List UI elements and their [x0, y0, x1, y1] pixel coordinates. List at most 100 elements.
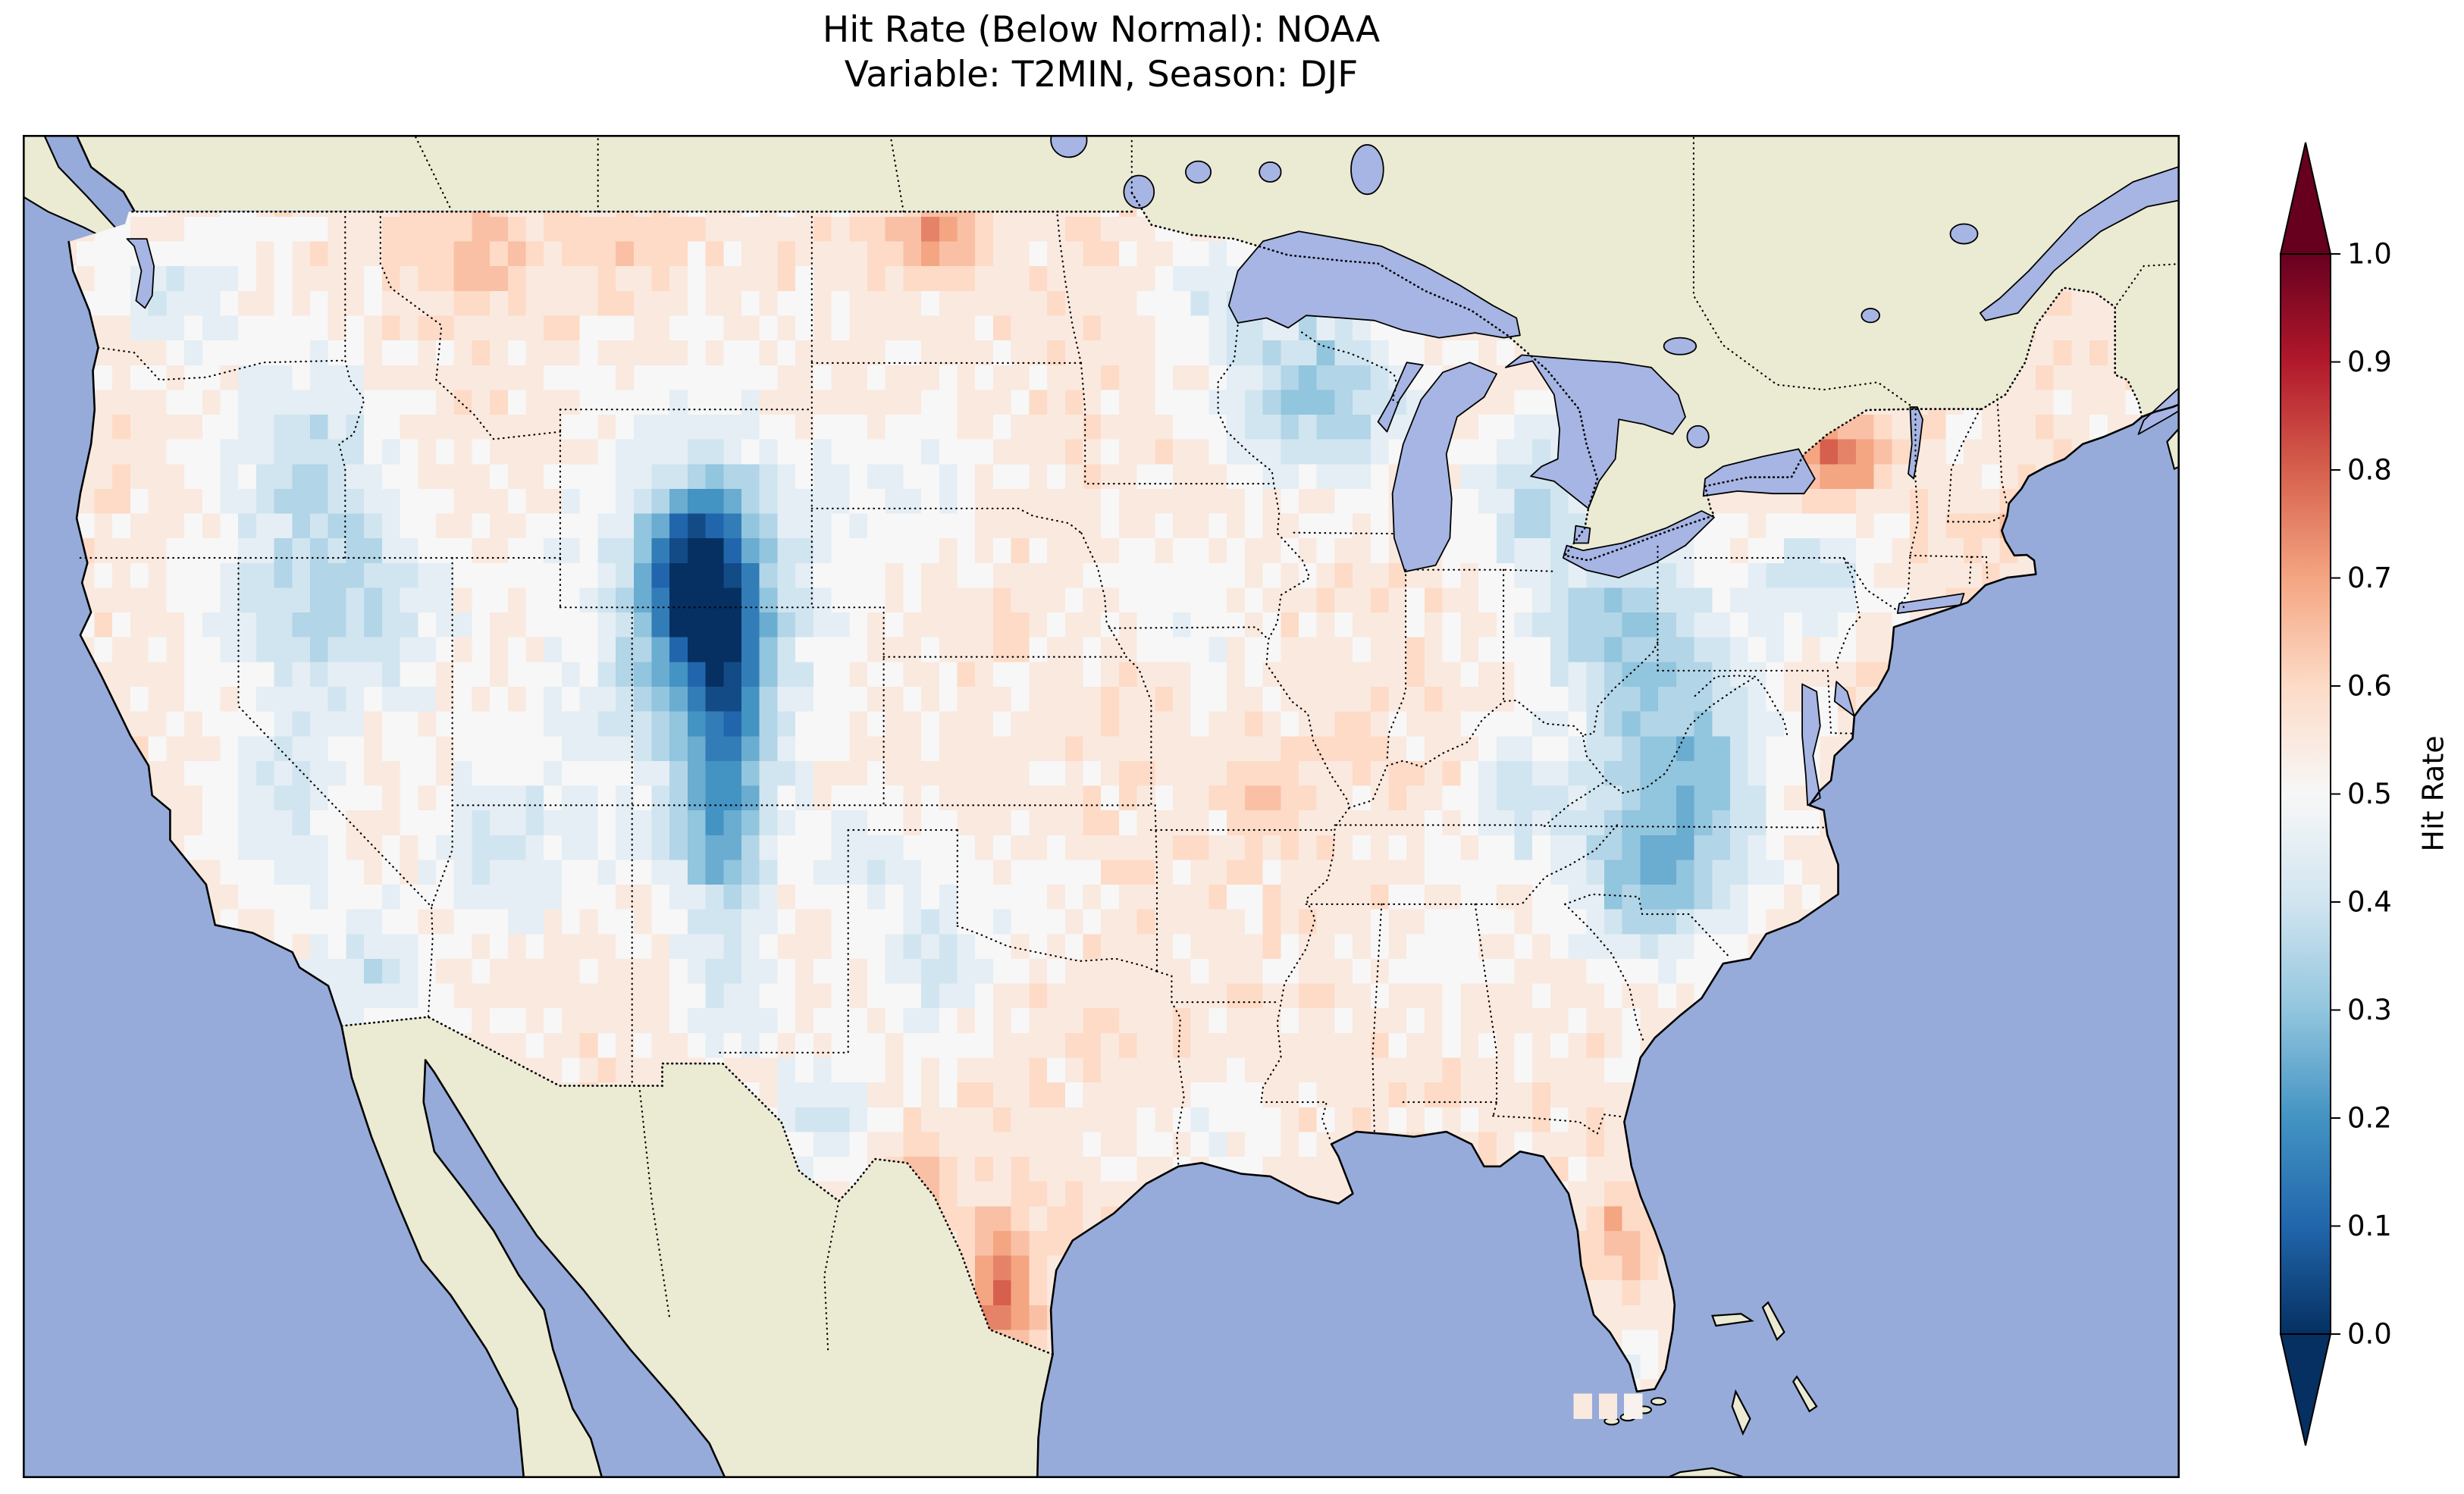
state-border-line — [1386, 568, 1407, 762]
state-border-line — [379, 211, 561, 440]
state-border-line — [431, 556, 453, 908]
heatmap-cell — [1598, 1393, 1618, 1419]
island — [1664, 1467, 1748, 1478]
state-border-line — [1985, 556, 1989, 579]
state-border-line — [1080, 532, 1127, 658]
state-border-line — [1416, 568, 1553, 572]
state-border-line — [1605, 675, 1757, 794]
island — [1761, 1301, 1785, 1342]
lake-superior — [1227, 230, 1521, 339]
figure-title-line2: Variable: T2MIN, Season: DJF — [844, 54, 1359, 96]
small-lake — [1686, 424, 1710, 449]
figure-title-line1: Hit Rate (Below Normal): NOAA — [822, 9, 1381, 51]
colorbar-tick-label: 0.3 — [2347, 994, 2392, 1026]
state-border-line — [718, 828, 849, 1054]
colorbar-gradient-bar — [2280, 253, 2331, 1335]
colorbar-ticks: 1.0 0.9 0.8 0.7 0.6 0.5 0.4 0.3 0.2 0.1 0.0 — [2331, 238, 2392, 1351]
state-border-line — [1544, 825, 1829, 828]
mexico-pacific-coastline — [424, 1059, 726, 1478]
state-border-line — [1154, 804, 1158, 973]
colorbar-tick-label: 0.2 — [2347, 1102, 2392, 1135]
mexico-gulf-coastline — [1036, 1353, 1054, 1478]
st-lawrence-river — [1979, 165, 2180, 321]
small-lake — [1663, 337, 1698, 355]
small-lake — [1350, 144, 1384, 196]
state-border-line — [1564, 893, 1729, 957]
colorbar-axis-label: Hit Rate — [2417, 735, 2450, 851]
lake-michigan — [1391, 362, 1497, 573]
green-bay — [1377, 362, 1424, 433]
colorbar-tick-label: 0.8 — [2347, 454, 2392, 487]
state-border-line — [1217, 324, 1350, 1104]
us-mexico-border — [340, 1016, 1054, 1356]
long-island-sound — [1896, 593, 1965, 614]
us-pacific-coastline — [67, 240, 343, 1027]
figure-title: Hit Rate (Below Normal): NOAA Variable: … — [23, 8, 2180, 97]
coastlines — [67, 135, 2180, 1478]
map-frame — [23, 135, 2180, 1478]
colorbar-tick-label: 1.0 — [2347, 238, 2392, 271]
colorbar-extend-arrow-bottom — [2279, 1333, 2332, 1446]
state-border-line — [810, 507, 1083, 534]
state-border-line — [1544, 779, 1607, 827]
state-border-line — [1684, 556, 1897, 610]
us-canada-border-east — [1130, 192, 2143, 562]
island — [1711, 1313, 1754, 1327]
state-border-line — [823, 1200, 840, 1351]
colorbar-extend-arrow-top — [2279, 142, 2332, 255]
state-border-line — [1564, 903, 1645, 1044]
state-border-line — [638, 1085, 671, 1321]
colorbar: 1.0 0.9 0.8 0.7 0.6 0.5 0.4 0.3 0.2 0.1 0.0 Hit Ra… — [2279, 142, 2450, 1446]
delaware-bay — [1833, 681, 1855, 717]
country-borders — [127, 192, 2143, 1356]
state-border-line — [413, 135, 453, 213]
florida-keys-island — [1650, 1397, 1666, 1406]
state-border-line — [1492, 1113, 1625, 1135]
small-lake — [1185, 160, 1212, 184]
chesapeake-bay — [1801, 683, 1821, 807]
lake-ontario — [1702, 448, 1816, 497]
state-border-line — [338, 211, 365, 559]
us-gulf-atlantic-coastline — [1049, 415, 2143, 1393]
lake-huron — [1505, 354, 1686, 509]
state-border-line — [1521, 824, 1618, 905]
state-border-line — [1835, 556, 1861, 672]
colorbar-tick-label: 0.4 — [2347, 886, 2392, 919]
state-border-line — [1301, 331, 1403, 406]
neighboring-landmasses — [23, 135, 2180, 1478]
state-border-line — [882, 656, 1152, 807]
colorbar-tick-label: 0.1 — [2347, 1210, 2392, 1242]
lake-st-clair — [1573, 525, 1591, 544]
stray-ocean-cells — [1573, 1393, 1643, 1419]
state-border-line — [1293, 531, 1397, 535]
state-border-line — [1474, 903, 1498, 1118]
state-border-line — [2114, 263, 2180, 309]
small-lake — [1259, 161, 1282, 183]
colorbar-tick-label: 0.6 — [2347, 670, 2392, 703]
lake-erie — [1562, 510, 1715, 578]
small-lake — [1861, 308, 1880, 324]
state-border-line — [1826, 669, 1854, 734]
island — [1731, 1389, 1751, 1436]
baja-west-coastline — [340, 1025, 525, 1478]
colorbar-tick-label: 0.7 — [2347, 562, 2392, 594]
state-border-line — [956, 925, 1158, 973]
state-borders — [79, 135, 2180, 1351]
state-border-line — [1694, 675, 1789, 740]
state-border-line — [1996, 393, 2008, 503]
state-border-line — [237, 556, 434, 1018]
island — [1792, 1375, 1818, 1413]
lakes-and-bays — [126, 135, 2180, 807]
bc-coastline — [75, 135, 136, 212]
baja-east-coastline — [422, 1059, 603, 1478]
puget-sound — [126, 238, 155, 309]
heatmap-cell — [1573, 1393, 1592, 1419]
state-border-line — [1901, 408, 1919, 611]
state-border-line — [97, 346, 346, 381]
state-border-line — [1582, 734, 1607, 781]
small-lake — [1123, 174, 1155, 209]
state-border-line — [1968, 556, 1973, 589]
heatmap-cell — [1624, 1393, 1643, 1419]
map-canvas — [23, 135, 2180, 1478]
state-border-line — [1080, 362, 1275, 485]
